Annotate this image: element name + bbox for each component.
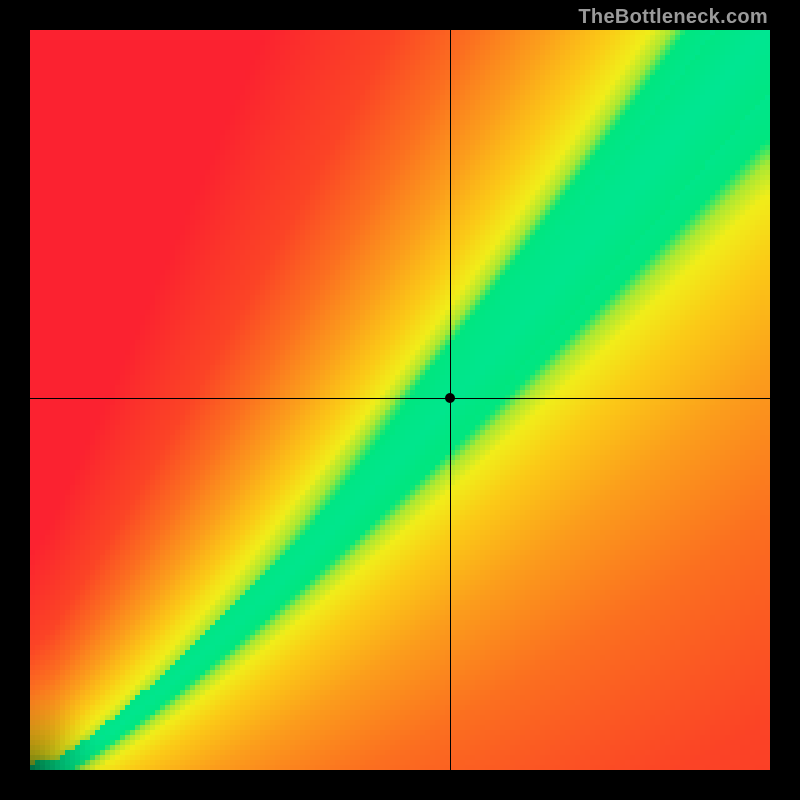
heatmap-chart bbox=[30, 30, 770, 770]
heatmap-canvas bbox=[30, 30, 770, 770]
attribution-text: TheBottleneck.com bbox=[578, 6, 768, 29]
